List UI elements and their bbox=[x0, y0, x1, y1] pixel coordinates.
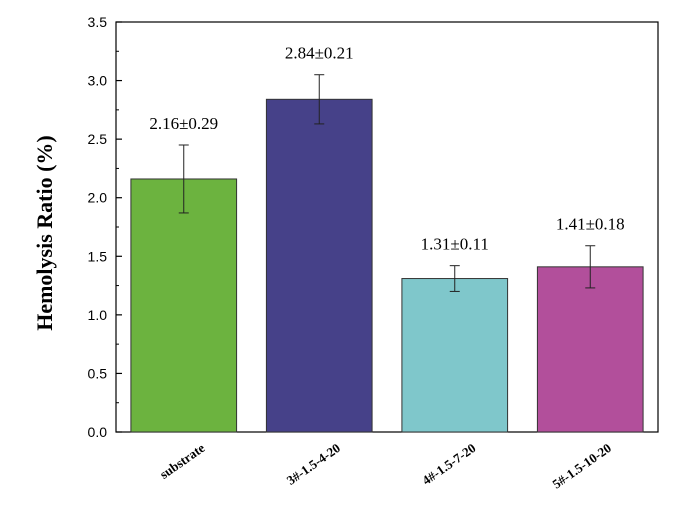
y-tick-label: 3.5 bbox=[88, 14, 108, 30]
x-tick-label: 5#-1.5-10-20 bbox=[549, 440, 614, 491]
y-tick-label: 0.5 bbox=[88, 365, 108, 381]
x-tick-labels: substrate 3#-1.5-4-20 4#-1.5-7-20 5#-1.5-10… bbox=[157, 440, 614, 492]
bar-4#-1.5-7-20 bbox=[401, 278, 509, 433]
y-tick-label: 3.0 bbox=[88, 73, 108, 89]
bar-5#-1.5-10-20 bbox=[536, 266, 644, 433]
x-tick-label: substrate bbox=[157, 440, 208, 482]
x-tick-label: 4#-1.5-7-20 bbox=[419, 440, 478, 488]
data-label: 1.31±0.11 bbox=[421, 235, 489, 254]
y-tick-label: 2.0 bbox=[88, 190, 108, 206]
data-label: 2.16±0.29 bbox=[149, 114, 218, 133]
data-label: 1.41±0.18 bbox=[556, 215, 625, 234]
y-tick-labels: 0.0 0.5 1.0 1.5 2.0 2.5 3.0 3.5 bbox=[88, 14, 108, 440]
bars bbox=[130, 98, 644, 433]
y-tick-label: 1.0 bbox=[88, 307, 108, 323]
y-tick-label: 0.0 bbox=[88, 424, 108, 440]
bar-substrate bbox=[130, 178, 238, 433]
axes bbox=[115, 21, 659, 433]
y-axis-title: Hemolysis Ratio (%) bbox=[32, 135, 57, 331]
bar-3#-1.5-4-20 bbox=[265, 98, 373, 433]
y-tick-label: 1.5 bbox=[88, 248, 108, 264]
error-bars bbox=[178, 74, 596, 292]
y-tick-label: 2.5 bbox=[88, 131, 108, 147]
data-labels: 2.16±0.29 2.84±0.21 1.31±0.11 1.41±0.18 bbox=[149, 44, 624, 254]
data-label: 2.84±0.21 bbox=[285, 44, 354, 63]
x-tick-label: 3#-1.5-4-20 bbox=[284, 440, 343, 488]
